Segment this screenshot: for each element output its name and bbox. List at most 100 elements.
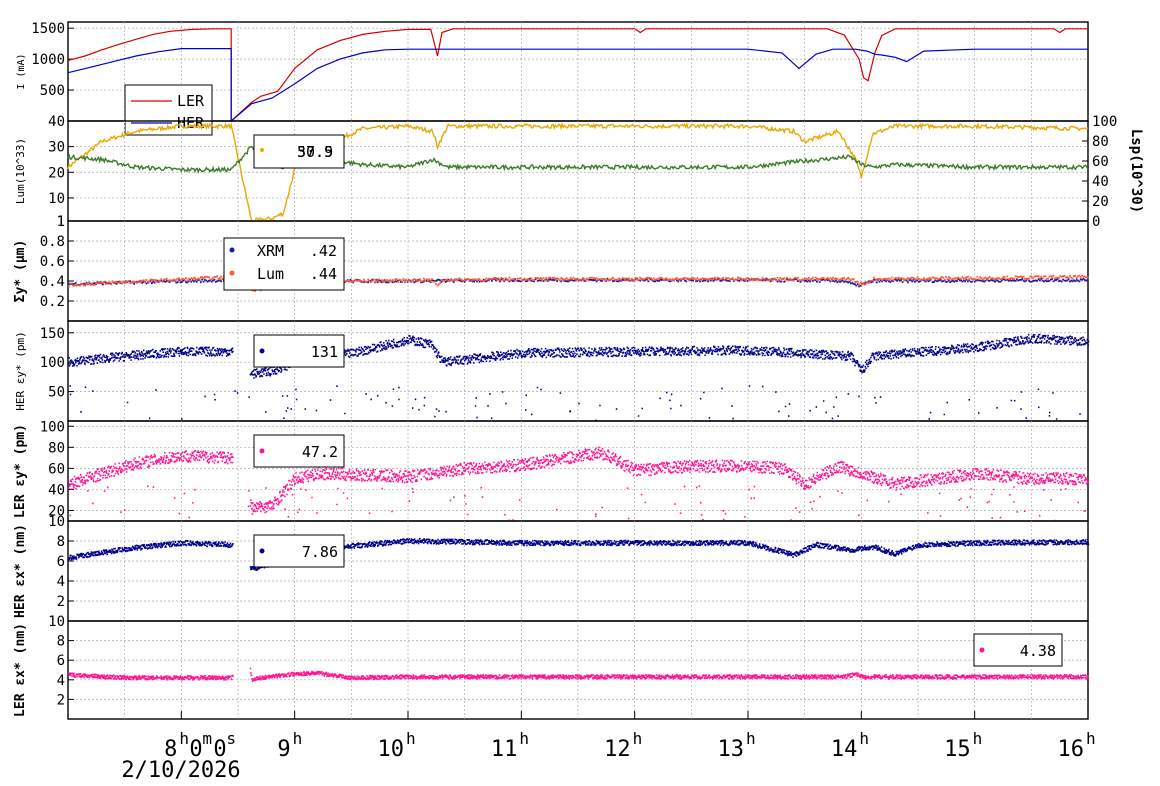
y-axis-label: LER εy* (pm)	[13, 424, 28, 518]
x-start-h: h	[179, 729, 189, 748]
y-tick-label: 6	[57, 554, 65, 570]
y-tick-label: 50	[48, 385, 65, 401]
y-tick-label: 100	[40, 419, 65, 435]
readout-her_emit_x: 7.86	[253, 534, 345, 568]
x-start-sec: 0	[213, 737, 226, 762]
readout-ler_emit_y: 47.2	[253, 434, 345, 468]
x-start-hour: 8	[164, 737, 177, 762]
y-axis-label: Lum(10^33)	[14, 138, 27, 204]
y-tick-label: 40	[48, 482, 65, 498]
y-axis-label: HER εy* (pm)	[14, 331, 27, 410]
readout-marker	[259, 448, 265, 454]
y-tick-label: 1	[57, 214, 65, 230]
readout-marker	[260, 148, 264, 152]
readout-luminosity: 37.950.5	[253, 134, 345, 169]
y-tick-label-right: 20	[1092, 194, 1109, 210]
readout-marker	[979, 647, 985, 653]
readout-box	[253, 334, 345, 368]
series-points	[68, 446, 1090, 522]
x-tick-label: 10	[378, 737, 405, 762]
panel-her_emit_x: 2 4 6 8 HER εx* (nm) 7.86	[13, 520, 1090, 622]
x-tick-label: 13	[718, 737, 745, 762]
y-tick-label-right: 80	[1092, 134, 1109, 150]
x-start-s: s	[226, 729, 236, 748]
y-tick-label: 1	[57, 214, 65, 230]
readout-box	[973, 633, 1063, 667]
x-axis: 9 h 10 h 11 h 12 h 13 h 14 h 15 h 16 h8 h 0 m 0 s2/10/2026	[121, 711, 1096, 783]
series-points	[68, 667, 1090, 682]
y-tick-label: 0.6	[40, 254, 65, 270]
series-points	[68, 537, 1090, 571]
x-date-label: 2/10/2026	[121, 758, 240, 782]
x-tick-label: 14	[831, 737, 858, 762]
y-tick-label-right: 60	[1092, 154, 1109, 170]
y-tick-label-right: 0	[1092, 214, 1100, 230]
y-tick-label: 10	[48, 514, 65, 530]
y-axis-label: I (mA)	[16, 53, 27, 89]
series-line-lum-orange	[67, 121, 1089, 223]
x-tick-suffix: h	[859, 729, 869, 748]
y-tick-label: 20	[48, 165, 65, 181]
readout-box	[253, 434, 345, 468]
legend-box	[223, 237, 345, 291]
legend-sigma: XRM .42 Lum .44	[223, 237, 345, 291]
x-tick-suffix: h	[973, 729, 983, 748]
readout-box	[253, 534, 345, 568]
readout-value: 131	[311, 343, 338, 361]
series-points	[68, 333, 1090, 422]
x-tick-suffix: h	[293, 729, 303, 748]
y-tick-label: 60	[48, 461, 65, 477]
readout-value: 7.86	[302, 543, 338, 561]
readout-value-green: 50.5	[297, 143, 333, 161]
readout-box	[253, 134, 345, 169]
panel-sigma_y: 0.2 0.4 0.6 0.8 1 Σy* (μm) XRM .42 Lum .44	[13, 214, 1089, 322]
readout-value: 47.2	[302, 443, 338, 461]
x-tick-suffix: h	[519, 729, 529, 748]
y-tick-label: 0.2	[40, 294, 65, 310]
readout-her_emit_y: 131	[253, 334, 345, 368]
x-tick-suffix: h	[406, 729, 416, 748]
readout-marker	[259, 348, 265, 354]
y-tick-label: 8	[57, 634, 65, 650]
legend-label-ler: LER	[177, 92, 205, 110]
y-tick-label: 150	[40, 326, 65, 342]
y-tick-label: 8	[57, 534, 65, 550]
readout-value: 4.38	[1020, 642, 1056, 660]
legend-value-lum: .44	[310, 265, 337, 283]
legend-marker-xrm	[229, 247, 235, 253]
y-tick-label: 100	[40, 355, 65, 371]
readout-value-orange: 37.9	[297, 143, 333, 161]
legend-label-xrm: XRM	[257, 242, 284, 260]
y-tick-label: 1500	[31, 21, 65, 37]
panel-luminosity: 1 10 20 30 40 Lum(10^33) 0 20 40 60 80 100 Lsp(10^30…	[14, 114, 1144, 230]
y-axis-label: Σy* (μm)	[13, 240, 28, 303]
x-start-min: 0	[189, 737, 202, 762]
x-tick-label: 12	[604, 737, 631, 762]
y-tick-label-right: 40	[1092, 174, 1109, 190]
x-tick-suffix: h	[1086, 729, 1096, 748]
y-tick-label: 40	[48, 114, 65, 130]
series-line-ler	[67, 28, 1088, 123]
y-tick-label: 4	[57, 673, 65, 689]
x-tick-label: 11	[491, 737, 518, 762]
y-tick-label: 10	[48, 614, 65, 630]
y-axis-label-right: Lsp(10^30)	[1128, 129, 1144, 213]
panel-her_emit_y: 50 100 150 HER εy* (pm) 131	[14, 320, 1090, 422]
x-tick-label: 15	[944, 737, 971, 762]
y-tick-label: 2	[57, 692, 65, 708]
legend-marker-lum	[229, 270, 235, 276]
x-tick-suffix: h	[746, 729, 756, 748]
legend-value-xrm: .42	[310, 242, 337, 260]
y-tick-label-right: 100	[1092, 114, 1117, 130]
y-tick-label: 500	[40, 83, 65, 99]
y-tick-label: 20	[48, 503, 65, 519]
y-tick-label: 2	[57, 594, 65, 610]
y-tick-label: 0.8	[40, 234, 65, 250]
y-tick-label: 30	[48, 140, 65, 156]
x-tick-label: 16	[1058, 737, 1085, 762]
readout-ler_emit_x: 4.38	[973, 633, 1063, 667]
